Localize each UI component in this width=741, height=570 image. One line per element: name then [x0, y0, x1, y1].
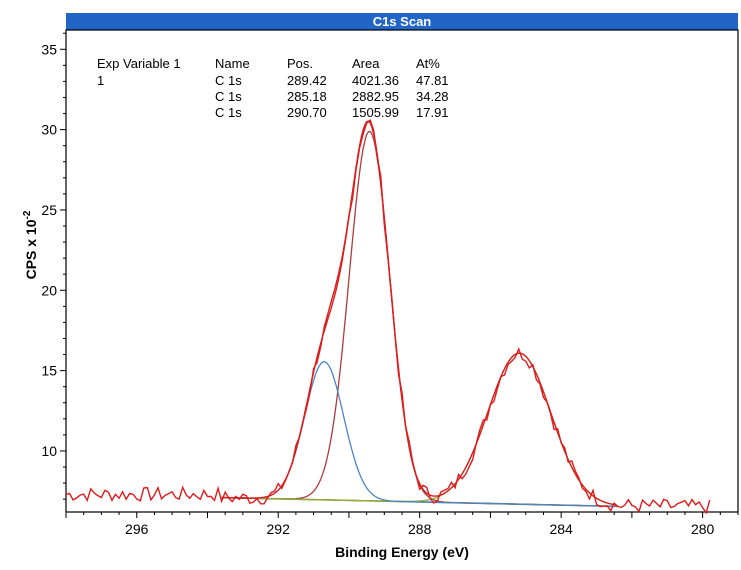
y-axis-label-main: CPS x 10: [23, 219, 39, 279]
table-header: Name: [215, 56, 250, 71]
table-cell: 1505.99: [352, 105, 399, 120]
y-axis-label-exponent: -2: [22, 210, 33, 219]
plot-frame: [65, 29, 739, 513]
axis-ticks: [60, 32, 739, 518]
x-tick-label: 288: [408, 521, 432, 537]
y-tick-label: 35: [41, 41, 57, 57]
x-tick-label: 280: [691, 521, 715, 537]
chart-title: C1s Scan: [373, 14, 432, 29]
y-axis-label: CPS x 10-2: [22, 210, 39, 279]
table-cell: 1: [97, 73, 104, 88]
table-cell: C 1s: [215, 73, 242, 88]
y-tick-label: 20: [41, 282, 57, 298]
tick-labels: 296 292 288 284 280 10 15 20 25 30 35: [41, 41, 714, 537]
table-cell: 285.18: [287, 89, 327, 104]
table-header: Pos.: [287, 56, 313, 71]
y-tick-label: 25: [41, 202, 57, 218]
table-cell: 289.42: [287, 73, 327, 88]
table-header: At%: [416, 56, 440, 71]
y-tick-label: 30: [41, 122, 57, 138]
table-cell: 4021.36: [352, 73, 399, 88]
title-bar: [66, 13, 738, 30]
table-cell: 47.81: [416, 73, 449, 88]
x-tick-label: 284: [549, 521, 573, 537]
table-cell: 290.70: [287, 105, 327, 120]
y-tick-label: 10: [41, 443, 57, 459]
x-tick-label: 292: [267, 521, 291, 537]
table-cell: C 1s: [215, 89, 242, 104]
raw-spectrum: [65, 118, 711, 515]
peak-table: Exp Variable 1 Name Pos. Area At% 1 C 1s 289.42…: [97, 56, 449, 120]
table-cell: C 1s: [215, 105, 242, 120]
y-tick-label: 15: [41, 363, 57, 379]
x-axis-label: Binding Energy (eV): [335, 544, 469, 560]
table-header: Area: [352, 56, 380, 71]
table-cell: 2882.95: [352, 89, 399, 104]
x-tick-label: 296: [125, 521, 149, 537]
curves: [65, 118, 711, 515]
table-header: Exp Variable 1: [97, 56, 181, 71]
table-cell: 34.28: [416, 89, 449, 104]
table-cell: 17.91: [416, 105, 449, 120]
